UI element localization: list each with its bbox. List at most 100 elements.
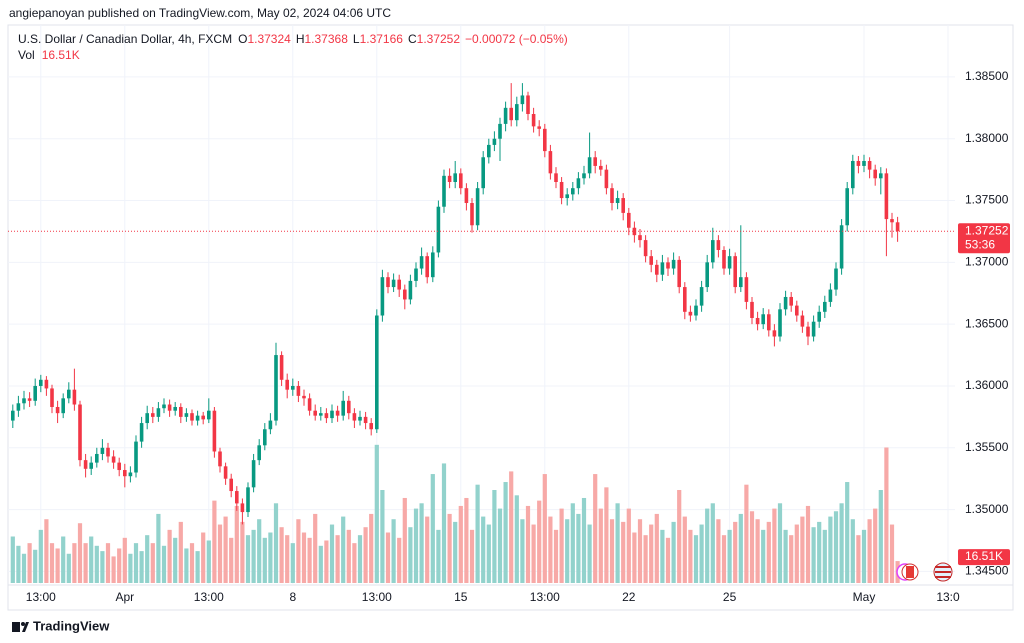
candle-body (733, 256, 737, 288)
volume-bar (755, 519, 760, 583)
volume-bar (335, 535, 340, 583)
candle-body (576, 178, 581, 189)
candle-body (795, 305, 799, 316)
volume-bar (839, 503, 844, 583)
volume-bar (464, 497, 469, 583)
x-tick-label: 13:0 (936, 590, 960, 604)
volume-bar (189, 543, 195, 583)
volume-bar (150, 543, 155, 583)
candle-body (744, 277, 749, 302)
x-tick-label: 22 (622, 590, 636, 604)
volume-bar (761, 529, 766, 583)
y-tick-label: 1.37500 (965, 193, 1009, 207)
volume-bar (217, 524, 223, 583)
candle-body (425, 256, 429, 278)
volume-bar (570, 503, 575, 583)
volume-layer (10, 444, 900, 583)
candle-body (223, 466, 228, 479)
volume-bar (609, 519, 615, 583)
candle-body (419, 256, 424, 269)
candle-body (839, 225, 844, 269)
candle-body (246, 487, 250, 513)
volume-bar (229, 537, 234, 583)
volume-bar (161, 545, 167, 583)
volume-bar (441, 463, 447, 583)
y-tick-label: 1.35500 (965, 440, 1009, 454)
volume-bar (357, 535, 363, 583)
volume-bar (553, 529, 559, 583)
x-tick-label: 25 (723, 590, 737, 604)
candle-body (78, 404, 82, 461)
candle-body (453, 173, 457, 182)
volume-bar (380, 490, 385, 583)
volume-bar (777, 503, 783, 583)
candle-body (347, 400, 351, 414)
candle-body (39, 379, 43, 386)
candle-body (867, 160, 872, 170)
volume-bar (385, 532, 391, 583)
close-value: 1.37252 (417, 32, 461, 46)
volume-bar (632, 532, 637, 583)
candle-body (111, 456, 116, 463)
volume-bar (845, 482, 850, 583)
candle-body (235, 491, 239, 504)
candle-body (11, 410, 15, 421)
candle-body (498, 123, 502, 139)
volume-bar (783, 529, 788, 583)
y-tick-label: 1.37000 (965, 255, 1009, 269)
grid (8, 25, 955, 585)
volume-bar (721, 535, 727, 583)
volume-bar (77, 523, 83, 583)
candle-body (207, 410, 211, 420)
volume-bar (654, 513, 659, 583)
high-value: 1.37368 (305, 32, 349, 46)
candle-body (257, 445, 261, 461)
volume-bar (861, 529, 867, 583)
volume-bar (576, 513, 581, 583)
candle-body (520, 95, 525, 105)
candle-body (442, 175, 446, 207)
volume-bar (301, 532, 307, 583)
candle-body (391, 279, 396, 288)
candle-body (50, 388, 54, 407)
brand-name: TradingView (33, 618, 110, 633)
candle-body (879, 173, 883, 179)
volume-bar (33, 549, 38, 583)
volume-bar (889, 524, 895, 583)
volume-bar (329, 524, 335, 583)
volume-bar (587, 524, 592, 583)
volume-bar (436, 529, 441, 583)
candle-body (526, 95, 530, 115)
candle-body (296, 385, 301, 396)
volume-bar (285, 535, 290, 583)
candle-body (627, 212, 631, 228)
candle-body (464, 188, 469, 204)
candle-body (167, 404, 172, 411)
volume-bar (425, 516, 430, 583)
volume-bar (637, 519, 643, 583)
candle-body (173, 406, 177, 411)
volume-bar (693, 535, 699, 583)
candle-body (358, 416, 362, 421)
volume-bar (677, 490, 682, 583)
y-tick-label: 1.36500 (965, 316, 1009, 330)
volume-bar (615, 503, 620, 583)
volume-bar (133, 543, 139, 583)
candle-body (184, 413, 189, 417)
candle-body (632, 227, 637, 236)
volume-bar (643, 535, 648, 583)
candle-body (739, 277, 743, 288)
candle-body (263, 429, 267, 446)
candle-body (643, 240, 648, 257)
volume-bar (173, 537, 178, 583)
candle-body (324, 413, 329, 419)
volume-bar (184, 548, 189, 583)
volume-bar (10, 536, 15, 583)
x-tick-label: 13:00 (26, 590, 56, 604)
x-tick-label: 13:00 (194, 590, 224, 604)
volume-bar (811, 527, 816, 583)
candle-body (195, 415, 200, 421)
volume-bar (453, 521, 458, 583)
candle-body (386, 277, 390, 288)
